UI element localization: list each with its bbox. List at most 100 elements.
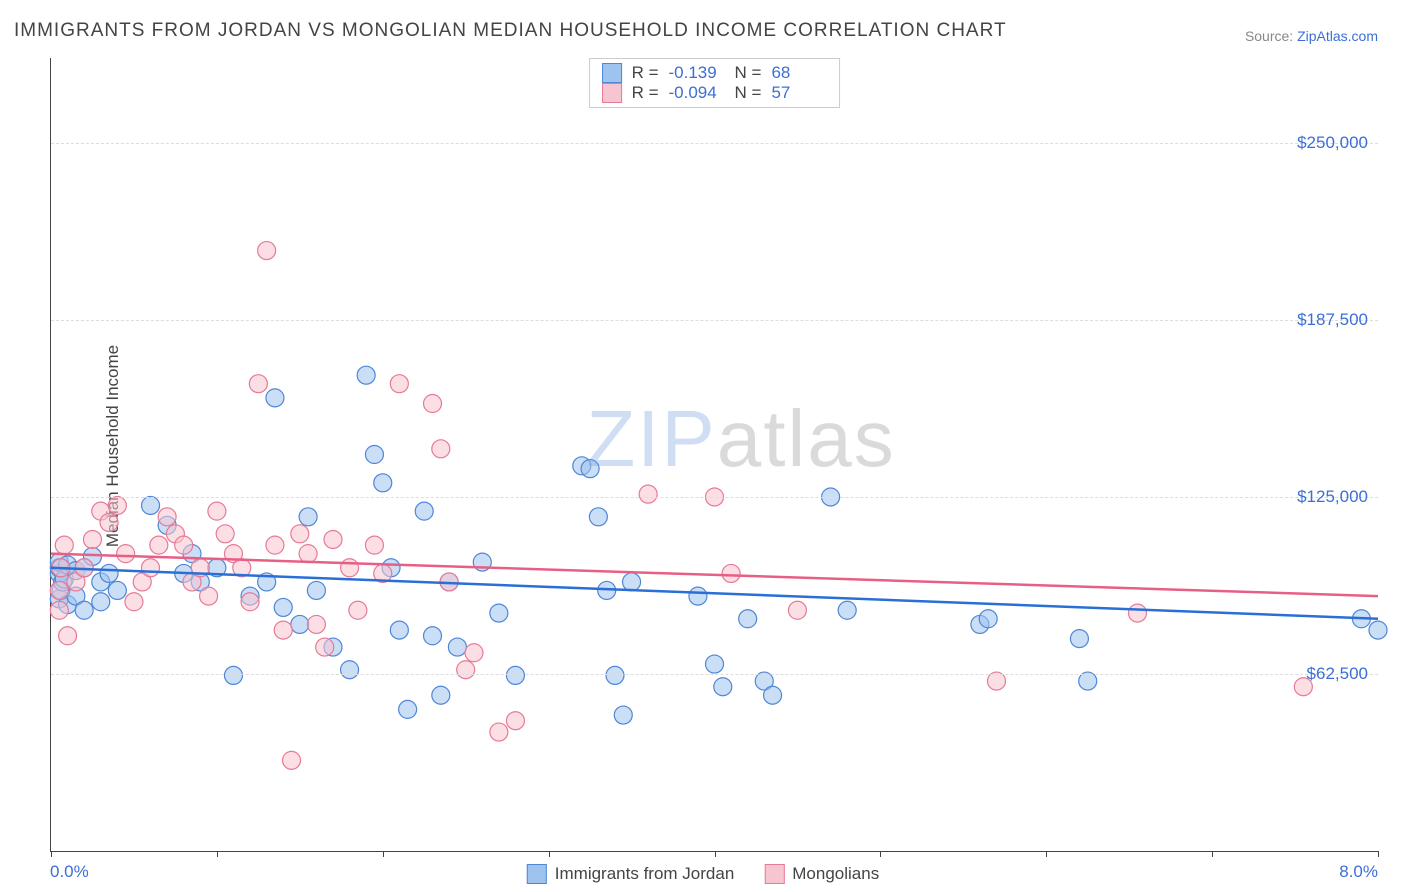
- data-point: [457, 661, 475, 679]
- data-point: [83, 530, 101, 548]
- x-axis-max-label: 8.0%: [1339, 862, 1378, 882]
- data-point: [739, 610, 757, 628]
- data-point: [75, 601, 93, 619]
- data-point: [506, 712, 524, 730]
- swatch-mongolians-icon: [602, 83, 622, 103]
- data-point: [299, 545, 317, 563]
- data-point: [399, 700, 417, 718]
- data-point: [689, 587, 707, 605]
- legend-item-jordan: Immigrants from Jordan: [527, 864, 735, 884]
- data-point: [390, 621, 408, 639]
- x-tick: [217, 851, 218, 857]
- x-tick: [51, 851, 52, 857]
- data-point: [979, 610, 997, 628]
- correlation-row-jordan: R = -0.139 N = 68: [602, 63, 828, 83]
- x-tick: [549, 851, 550, 857]
- data-point: [307, 581, 325, 599]
- gridline: [51, 320, 1378, 321]
- data-point: [1070, 630, 1088, 648]
- r-value-jordan: -0.139: [669, 63, 725, 83]
- chart-title: IMMIGRANTS FROM JORDAN VS MONGOLIAN MEDI…: [14, 20, 1007, 42]
- data-point: [307, 615, 325, 633]
- x-tick: [1378, 851, 1379, 857]
- data-point: [125, 593, 143, 611]
- data-point: [266, 536, 284, 554]
- data-point: [490, 723, 508, 741]
- data-point: [150, 536, 168, 554]
- correlation-legend: R = -0.139 N = 68 R = -0.094 N = 57: [589, 58, 841, 108]
- data-point: [623, 573, 641, 591]
- data-point: [274, 621, 292, 639]
- n-label: N =: [735, 83, 762, 103]
- x-tick: [1212, 851, 1213, 857]
- data-point: [324, 530, 342, 548]
- data-point: [432, 440, 450, 458]
- n-value-mongolians: 57: [771, 83, 827, 103]
- data-point: [341, 559, 359, 577]
- data-point: [838, 601, 856, 619]
- data-point: [291, 525, 309, 543]
- data-point: [299, 508, 317, 526]
- data-point: [50, 581, 68, 599]
- data-point: [589, 508, 607, 526]
- data-point: [706, 655, 724, 673]
- legend-label-mongolians: Mongolians: [792, 864, 879, 884]
- scatter-plot-svg: [51, 58, 1378, 851]
- data-point: [274, 598, 292, 616]
- data-point: [788, 601, 806, 619]
- data-point: [283, 751, 301, 769]
- data-point: [224, 666, 242, 684]
- r-label: R =: [632, 63, 659, 83]
- data-point: [59, 627, 77, 645]
- data-point: [424, 627, 442, 645]
- data-point: [448, 638, 466, 656]
- y-tick-label: $250,000: [1297, 133, 1368, 153]
- legend-swatch-jordan-icon: [527, 864, 547, 884]
- data-point: [216, 525, 234, 543]
- data-point: [415, 502, 433, 520]
- data-point: [365, 536, 383, 554]
- chart-plot-area: R = -0.139 N = 68 R = -0.094 N = 57 ZIPa…: [50, 58, 1378, 852]
- data-point: [581, 460, 599, 478]
- x-tick: [383, 851, 384, 857]
- gridline: [51, 497, 1378, 498]
- data-point: [316, 638, 334, 656]
- y-tick-label: $187,500: [1297, 310, 1368, 330]
- series-legend: Immigrants from Jordan Mongolians: [527, 864, 879, 884]
- y-tick-label: $62,500: [1307, 664, 1368, 684]
- data-point: [200, 587, 218, 605]
- data-point: [1128, 604, 1146, 622]
- data-point: [117, 545, 135, 563]
- data-point: [108, 581, 126, 599]
- data-point: [249, 375, 267, 393]
- data-point: [722, 564, 740, 582]
- legend-swatch-mongolians-icon: [764, 864, 784, 884]
- data-point: [639, 485, 657, 503]
- data-point: [100, 513, 118, 531]
- y-tick-label: $125,000: [1297, 487, 1368, 507]
- data-point: [291, 615, 309, 633]
- x-axis-min-label: 0.0%: [50, 862, 89, 882]
- x-tick: [715, 851, 716, 857]
- data-point: [357, 366, 375, 384]
- data-point: [108, 496, 126, 514]
- source-attribution: Source: ZipAtlas.com: [1245, 28, 1378, 44]
- gridline: [51, 143, 1378, 144]
- data-point: [764, 686, 782, 704]
- source-link[interactable]: ZipAtlas.com: [1297, 28, 1378, 44]
- data-point: [266, 389, 284, 407]
- data-point: [341, 661, 359, 679]
- data-point: [208, 502, 226, 520]
- data-point: [365, 446, 383, 464]
- data-point: [614, 706, 632, 724]
- x-tick: [1046, 851, 1047, 857]
- data-point: [142, 496, 160, 514]
- data-point: [258, 242, 276, 260]
- source-label: Source:: [1245, 28, 1297, 44]
- gridline: [51, 674, 1378, 675]
- legend-item-mongolians: Mongolians: [764, 864, 879, 884]
- data-point: [158, 508, 176, 526]
- data-point: [606, 666, 624, 684]
- data-point: [100, 564, 118, 582]
- data-point: [92, 593, 110, 611]
